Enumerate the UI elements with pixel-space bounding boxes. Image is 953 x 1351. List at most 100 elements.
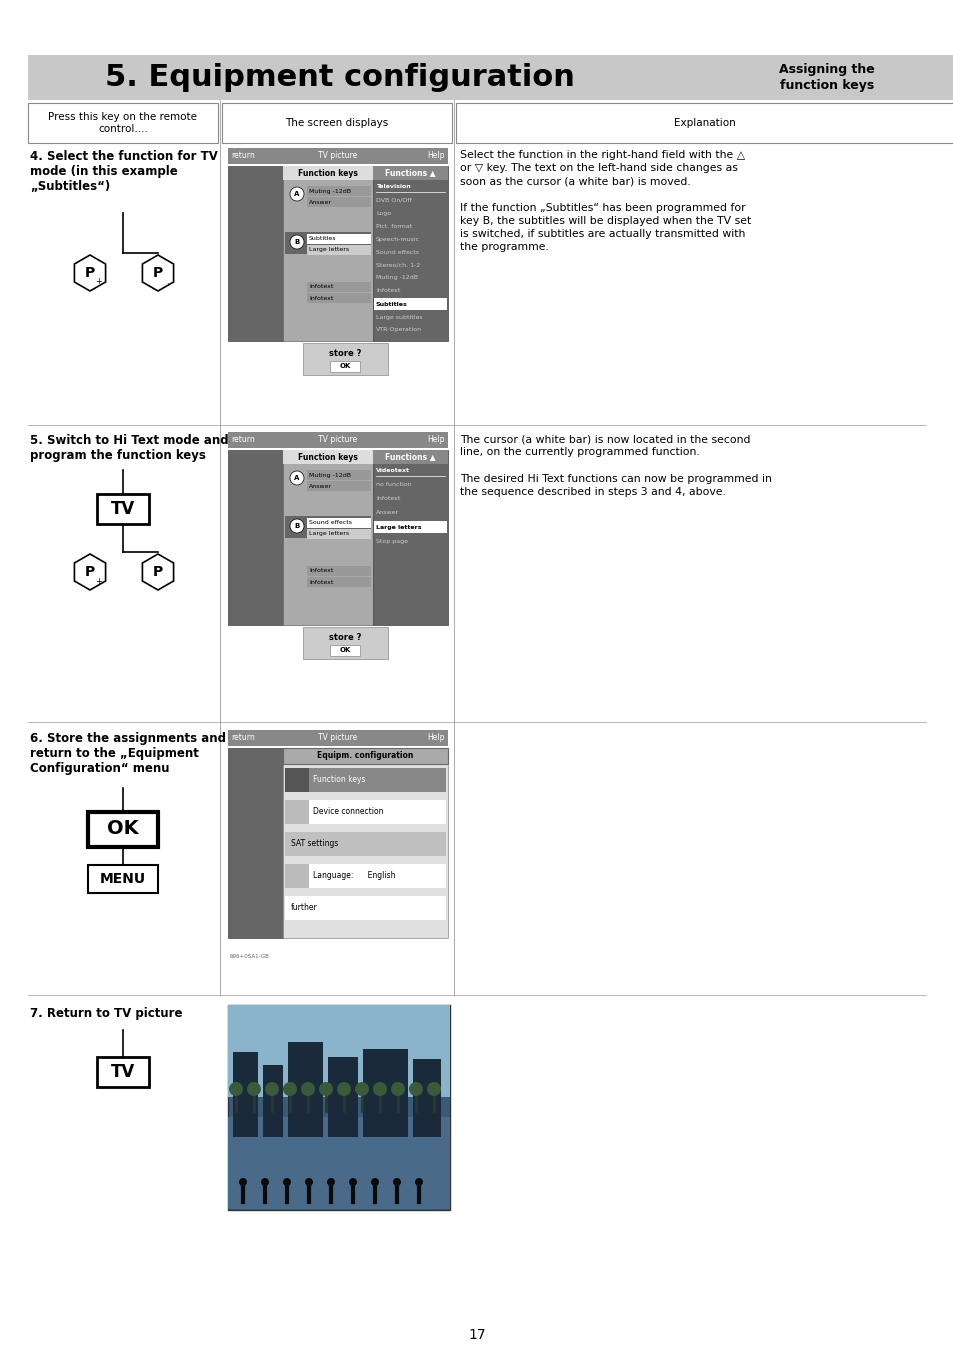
Text: Select the function in the right-hand field with the △
or ▽ key. The text on the: Select the function in the right-hand fi… [459,150,750,253]
Text: Muting -12dB: Muting -12dB [309,473,351,477]
Bar [456,103,953,143]
Text: A: A [294,476,299,481]
Bar [228,149,448,163]
Text: Answer: Answer [375,511,398,516]
Text: TV picture: TV picture [318,435,357,444]
Text: The cursor (a white bar) is now located in the second
line, on the currently pro: The cursor (a white bar) is now located … [459,434,771,497]
Bar [97,1056,149,1088]
Text: A: A [294,190,299,197]
Bar [303,343,388,376]
Text: Infotext: Infotext [309,285,333,289]
Bar [228,1005,450,1210]
Circle shape [283,1178,291,1186]
Circle shape [247,1082,261,1096]
Text: store ?: store ? [329,350,361,358]
Text: .: . [166,277,168,286]
Text: The screen displays: The screen displays [285,118,388,128]
Text: return: return [231,734,254,743]
Bar [374,521,447,534]
Bar [228,450,283,626]
Text: Infotext: Infotext [309,296,333,300]
Text: Muting -12dB: Muting -12dB [375,276,417,281]
Circle shape [290,235,304,249]
Bar [285,767,309,792]
Circle shape [305,1178,313,1186]
Bar [285,800,446,824]
Text: Pict. format: Pict. format [375,223,412,228]
Bar [228,1117,450,1209]
Circle shape [393,1178,400,1186]
Text: Large letters: Large letters [309,531,349,536]
Text: Infotext: Infotext [375,497,400,501]
Bar [328,1056,357,1138]
Bar [88,812,158,847]
Bar [228,166,283,340]
Bar [307,234,371,245]
Bar [307,293,371,303]
Bar [307,481,371,490]
Text: Device connection: Device connection [313,808,383,816]
Text: Large subtitles: Large subtitles [375,315,422,319]
Circle shape [415,1178,422,1186]
Text: store ?: store ? [329,634,361,643]
Bar [228,748,283,938]
Bar [283,166,373,180]
Circle shape [355,1082,369,1096]
Text: SAT settings: SAT settings [291,839,338,848]
Circle shape [290,186,304,201]
Text: Sound effects: Sound effects [309,520,352,526]
Text: Help: Help [427,734,444,743]
Text: OK: OK [107,820,139,839]
Bar [330,361,359,372]
Circle shape [336,1082,351,1096]
Bar [285,896,446,920]
Bar [283,748,448,938]
Text: Help: Help [427,151,444,161]
Text: no function: no function [375,482,411,488]
Bar [307,282,371,292]
Text: MENU: MENU [100,871,146,886]
Text: TV: TV [111,500,135,517]
Text: Subtitles: Subtitles [309,236,336,242]
Circle shape [290,471,304,485]
Text: Infotext: Infotext [375,289,400,293]
Text: .: . [166,577,168,585]
Text: Assigning the
function keys: Assigning the function keys [779,63,874,92]
Text: Subtitles: Subtitles [375,301,407,307]
Text: P: P [85,565,95,580]
Text: Stereo/ch. 1-2: Stereo/ch. 1-2 [375,262,420,267]
Text: 5. Equipment configuration: 5. Equipment configuration [105,63,575,92]
Circle shape [371,1178,378,1186]
Text: TV picture: TV picture [318,151,357,161]
Text: return: return [231,435,254,444]
Text: 5. Switch to Hi Text mode and
program the function keys: 5. Switch to Hi Text mode and program th… [30,434,229,462]
Text: Large letters: Large letters [309,247,349,253]
Text: +: + [95,577,102,585]
Bar [228,730,448,746]
Bar [233,1052,257,1138]
Bar [307,530,371,539]
Circle shape [327,1178,335,1186]
Text: 600+0BP-GB: 600+0BP-GB [230,657,265,662]
Text: DVB On/Off: DVB On/Off [375,197,411,203]
Circle shape [409,1082,422,1096]
Text: P: P [152,266,163,280]
Text: Functions ▲: Functions ▲ [385,453,436,462]
Text: Stop page: Stop page [375,539,408,543]
Bar [285,516,371,538]
Text: Functions ▲: Functions ▲ [385,169,436,177]
Text: 6. Store the assignments and
return to the „Equipment
Configuration“ menu: 6. Store the assignments and return to t… [30,732,226,775]
Bar [288,1042,323,1138]
Bar [28,55,953,100]
Text: Answer: Answer [309,200,332,204]
Bar [307,197,371,207]
Bar [285,232,371,254]
Bar [285,800,309,824]
Circle shape [427,1082,440,1096]
Text: Equipm. configuration: Equipm. configuration [317,751,414,761]
Bar [373,166,448,340]
Text: B: B [294,523,299,530]
Bar [28,103,218,143]
Text: Function keys: Function keys [297,453,357,462]
Text: Explanation: Explanation [674,118,735,128]
